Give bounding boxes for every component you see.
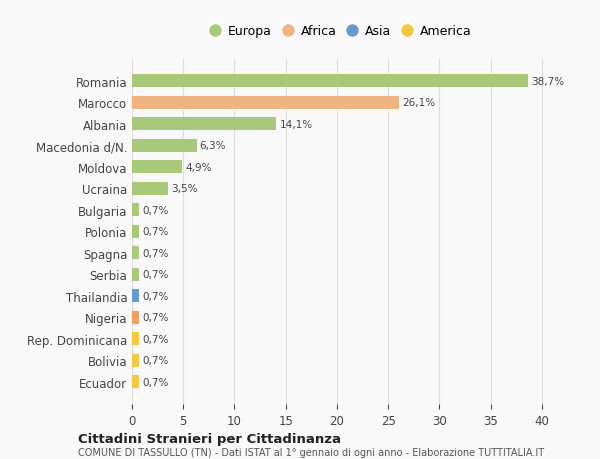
Text: 0,7%: 0,7% xyxy=(142,313,169,323)
Text: 3,5%: 3,5% xyxy=(171,184,197,194)
Text: 0,7%: 0,7% xyxy=(142,227,169,237)
Bar xyxy=(132,354,139,367)
Text: Cittadini Stranieri per Cittadinanza: Cittadini Stranieri per Cittadinanza xyxy=(78,432,341,445)
Text: 0,7%: 0,7% xyxy=(142,205,169,215)
Bar xyxy=(132,247,139,260)
Text: COMUNE DI TASSULLO (TN) - Dati ISTAT al 1° gennaio di ogni anno - Elaborazione T: COMUNE DI TASSULLO (TN) - Dati ISTAT al … xyxy=(78,447,544,457)
Bar xyxy=(132,161,182,174)
Bar xyxy=(132,75,529,88)
Legend: Europa, Africa, Asia, America: Europa, Africa, Asia, America xyxy=(208,21,476,42)
Text: 6,3%: 6,3% xyxy=(200,141,226,151)
Bar xyxy=(132,332,139,346)
Text: 0,7%: 0,7% xyxy=(142,248,169,258)
Text: 0,7%: 0,7% xyxy=(142,355,169,365)
Bar xyxy=(132,118,277,131)
Text: 0,7%: 0,7% xyxy=(142,334,169,344)
Bar xyxy=(132,183,168,196)
Bar xyxy=(132,268,139,281)
Bar xyxy=(132,290,139,302)
Text: 14,1%: 14,1% xyxy=(280,120,313,129)
Text: 26,1%: 26,1% xyxy=(403,98,436,108)
Bar xyxy=(132,204,139,217)
Bar xyxy=(132,375,139,388)
Text: 0,7%: 0,7% xyxy=(142,291,169,301)
Bar xyxy=(132,97,400,110)
Bar xyxy=(132,311,139,324)
Text: 0,7%: 0,7% xyxy=(142,270,169,280)
Bar xyxy=(132,225,139,238)
Text: 0,7%: 0,7% xyxy=(142,377,169,387)
Bar xyxy=(132,140,197,152)
Text: 38,7%: 38,7% xyxy=(532,77,565,87)
Text: 4,9%: 4,9% xyxy=(185,162,212,173)
